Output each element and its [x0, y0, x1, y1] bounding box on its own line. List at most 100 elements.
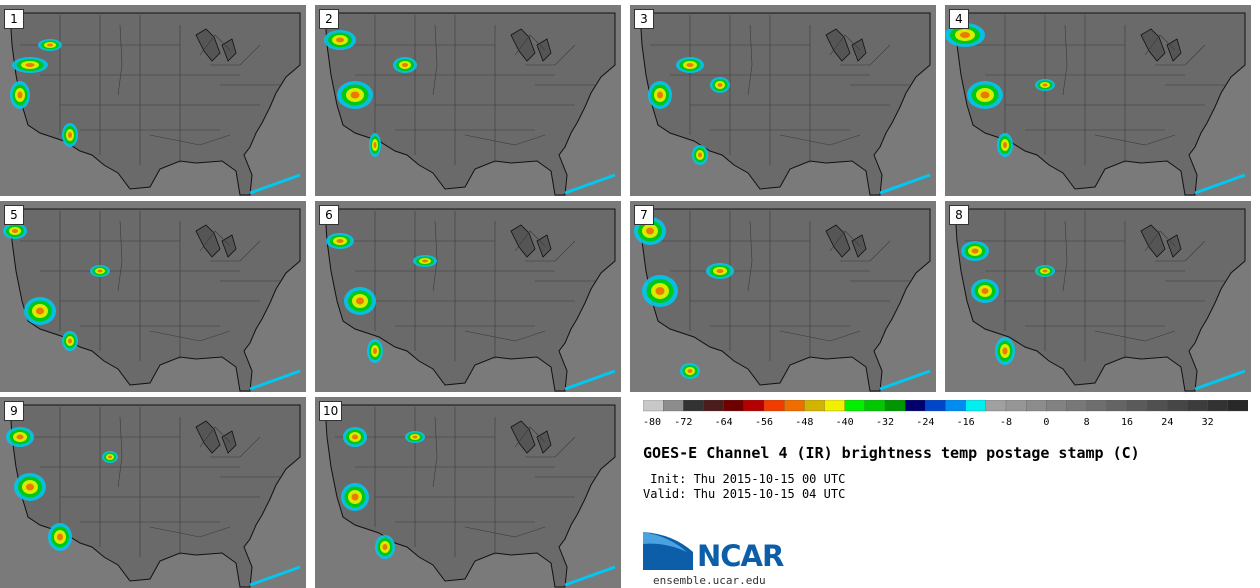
- cloud-top-region: [412, 435, 418, 439]
- colorbar-swatch: [804, 400, 826, 412]
- colorbar-swatch: [1066, 400, 1088, 412]
- colorbar-tick-label: 16: [1121, 417, 1133, 428]
- colorbar-swatch: [985, 400, 1007, 412]
- colorbar-swatch: [925, 400, 947, 412]
- cloud-top-region: [26, 483, 34, 491]
- colorbar-swatch: [1005, 400, 1027, 412]
- member-number-label: 2: [319, 9, 339, 29]
- colorbar-tick-label: -64: [715, 417, 733, 428]
- ncar-logo-icon: [643, 532, 693, 570]
- cloud-top-region: [336, 239, 344, 243]
- cloud-top-region: [108, 455, 112, 459]
- cloud-top-region: [657, 91, 663, 99]
- cloud-top-region: [1003, 142, 1007, 148]
- colorbar-swatch: [1086, 400, 1108, 412]
- colorbar-swatch: [824, 400, 846, 412]
- colorbar-swatch: [723, 400, 745, 412]
- colorbar-swatch: [743, 400, 765, 412]
- ir-satellite-map: [630, 201, 936, 392]
- ir-satellite-map: [0, 201, 306, 392]
- cloud-top-region: [351, 493, 359, 501]
- cloud-top-region: [47, 43, 53, 47]
- cloud-top-region: [16, 434, 24, 440]
- cloud-top-region: [97, 269, 103, 273]
- colorbar-swatch: [763, 400, 785, 412]
- colorbar-swatch: [1187, 400, 1209, 412]
- member-number-label: 9: [4, 401, 24, 421]
- ensemble-member-map: 10: [315, 397, 621, 588]
- cloud-top-region: [971, 248, 979, 254]
- cloud-top-region: [1002, 347, 1008, 355]
- member-number-label: 5: [4, 205, 24, 225]
- cloud-top-region: [717, 83, 723, 87]
- cloud-top-region: [981, 288, 989, 294]
- colorbar-swatch: [643, 400, 664, 412]
- ensemble-member-map: 7: [630, 201, 936, 392]
- cloud-top-region: [68, 132, 72, 138]
- ir-satellite-map: [0, 397, 306, 588]
- colorbar-swatch: [1167, 400, 1189, 412]
- ensemble-member-map: 8: [945, 201, 1251, 392]
- ir-satellite-map: [630, 5, 936, 196]
- cloud-top-region: [36, 307, 44, 315]
- cloud-top-region: [68, 338, 72, 344]
- ir-satellite-map: [945, 201, 1251, 392]
- colorbar-swatch: [1147, 400, 1168, 412]
- cloud-top-region: [1042, 83, 1048, 87]
- ir-satellite-map: [945, 5, 1251, 196]
- colorbar-tick-label: -8: [1000, 417, 1012, 428]
- ir-satellite-map: [315, 5, 621, 196]
- colorbar-tick-label: -72: [674, 417, 692, 428]
- cloud-top-region: [655, 287, 665, 295]
- colorbar-swatch: [663, 400, 684, 412]
- ensemble-member-map: 5: [0, 201, 306, 392]
- member-number-label: 7: [634, 205, 654, 225]
- colorbar-tick-label: 24: [1161, 417, 1173, 428]
- colorbar-tick-label: 32: [1202, 417, 1214, 428]
- colorbar-swatch: [784, 400, 805, 412]
- cloud-top-region: [57, 533, 63, 541]
- colorbar-swatch: [1207, 400, 1229, 412]
- cloud-top-region: [373, 142, 377, 148]
- colorbar-swatch: [945, 400, 967, 412]
- colorbar-swatch: [965, 400, 987, 412]
- member-number-label: 4: [949, 9, 969, 29]
- cloud-top-region: [687, 369, 693, 373]
- cloud-top-region: [350, 91, 360, 99]
- ir-satellite-map: [0, 5, 306, 196]
- colorbar-swatch: [884, 400, 906, 412]
- cloud-top-region: [356, 297, 364, 305]
- temperature-colorbar: -80 -72 -64 -56 -48 -40 -32 -24 -16 -8 0 8 16 24 32: [643, 400, 1248, 428]
- cloud-top-region: [980, 91, 990, 99]
- cloud-top-region: [686, 63, 694, 67]
- colorbar-tick-label: -24: [916, 417, 934, 428]
- colorbar-swatch: [703, 400, 725, 412]
- cloud-top-region: [960, 32, 970, 38]
- cloud-top-region: [1042, 269, 1048, 273]
- cloud-top-region: [422, 259, 428, 263]
- colorbar-swatch: [1126, 400, 1148, 412]
- ensemble-member-map: 6: [315, 201, 621, 392]
- colorbar-tick-label: -16: [957, 417, 975, 428]
- colorbar-swatch: [864, 400, 886, 412]
- ensemble-member-map: 2: [315, 5, 621, 196]
- member-number-label: 1: [4, 9, 24, 29]
- cloud-top-region: [17, 91, 23, 99]
- cloud-top-region: [402, 63, 408, 67]
- colorbar-swatch: [1046, 400, 1068, 412]
- colorbar-swatch: [844, 400, 866, 412]
- colorbar-tick-label: -80: [643, 417, 661, 428]
- colorbar-swatch: [1026, 400, 1047, 412]
- colorbar-swatch: [905, 400, 926, 412]
- ir-satellite-map: [315, 397, 621, 588]
- ncar-logo-text: NCAR: [697, 539, 784, 573]
- ensemble-member-map: 1: [0, 5, 306, 196]
- member-number-label: 8: [949, 205, 969, 225]
- cloud-top-region: [373, 348, 377, 354]
- ensemble-member-map: 4: [945, 5, 1251, 196]
- colorbar-tick-label: -48: [795, 417, 813, 428]
- valid-time: Valid: Thu 2015-10-15 04 UTC: [643, 487, 846, 501]
- ensemble-member-map: 9: [0, 397, 306, 588]
- cloud-top-region: [646, 227, 654, 235]
- ensemble-member-map: 3: [630, 5, 936, 196]
